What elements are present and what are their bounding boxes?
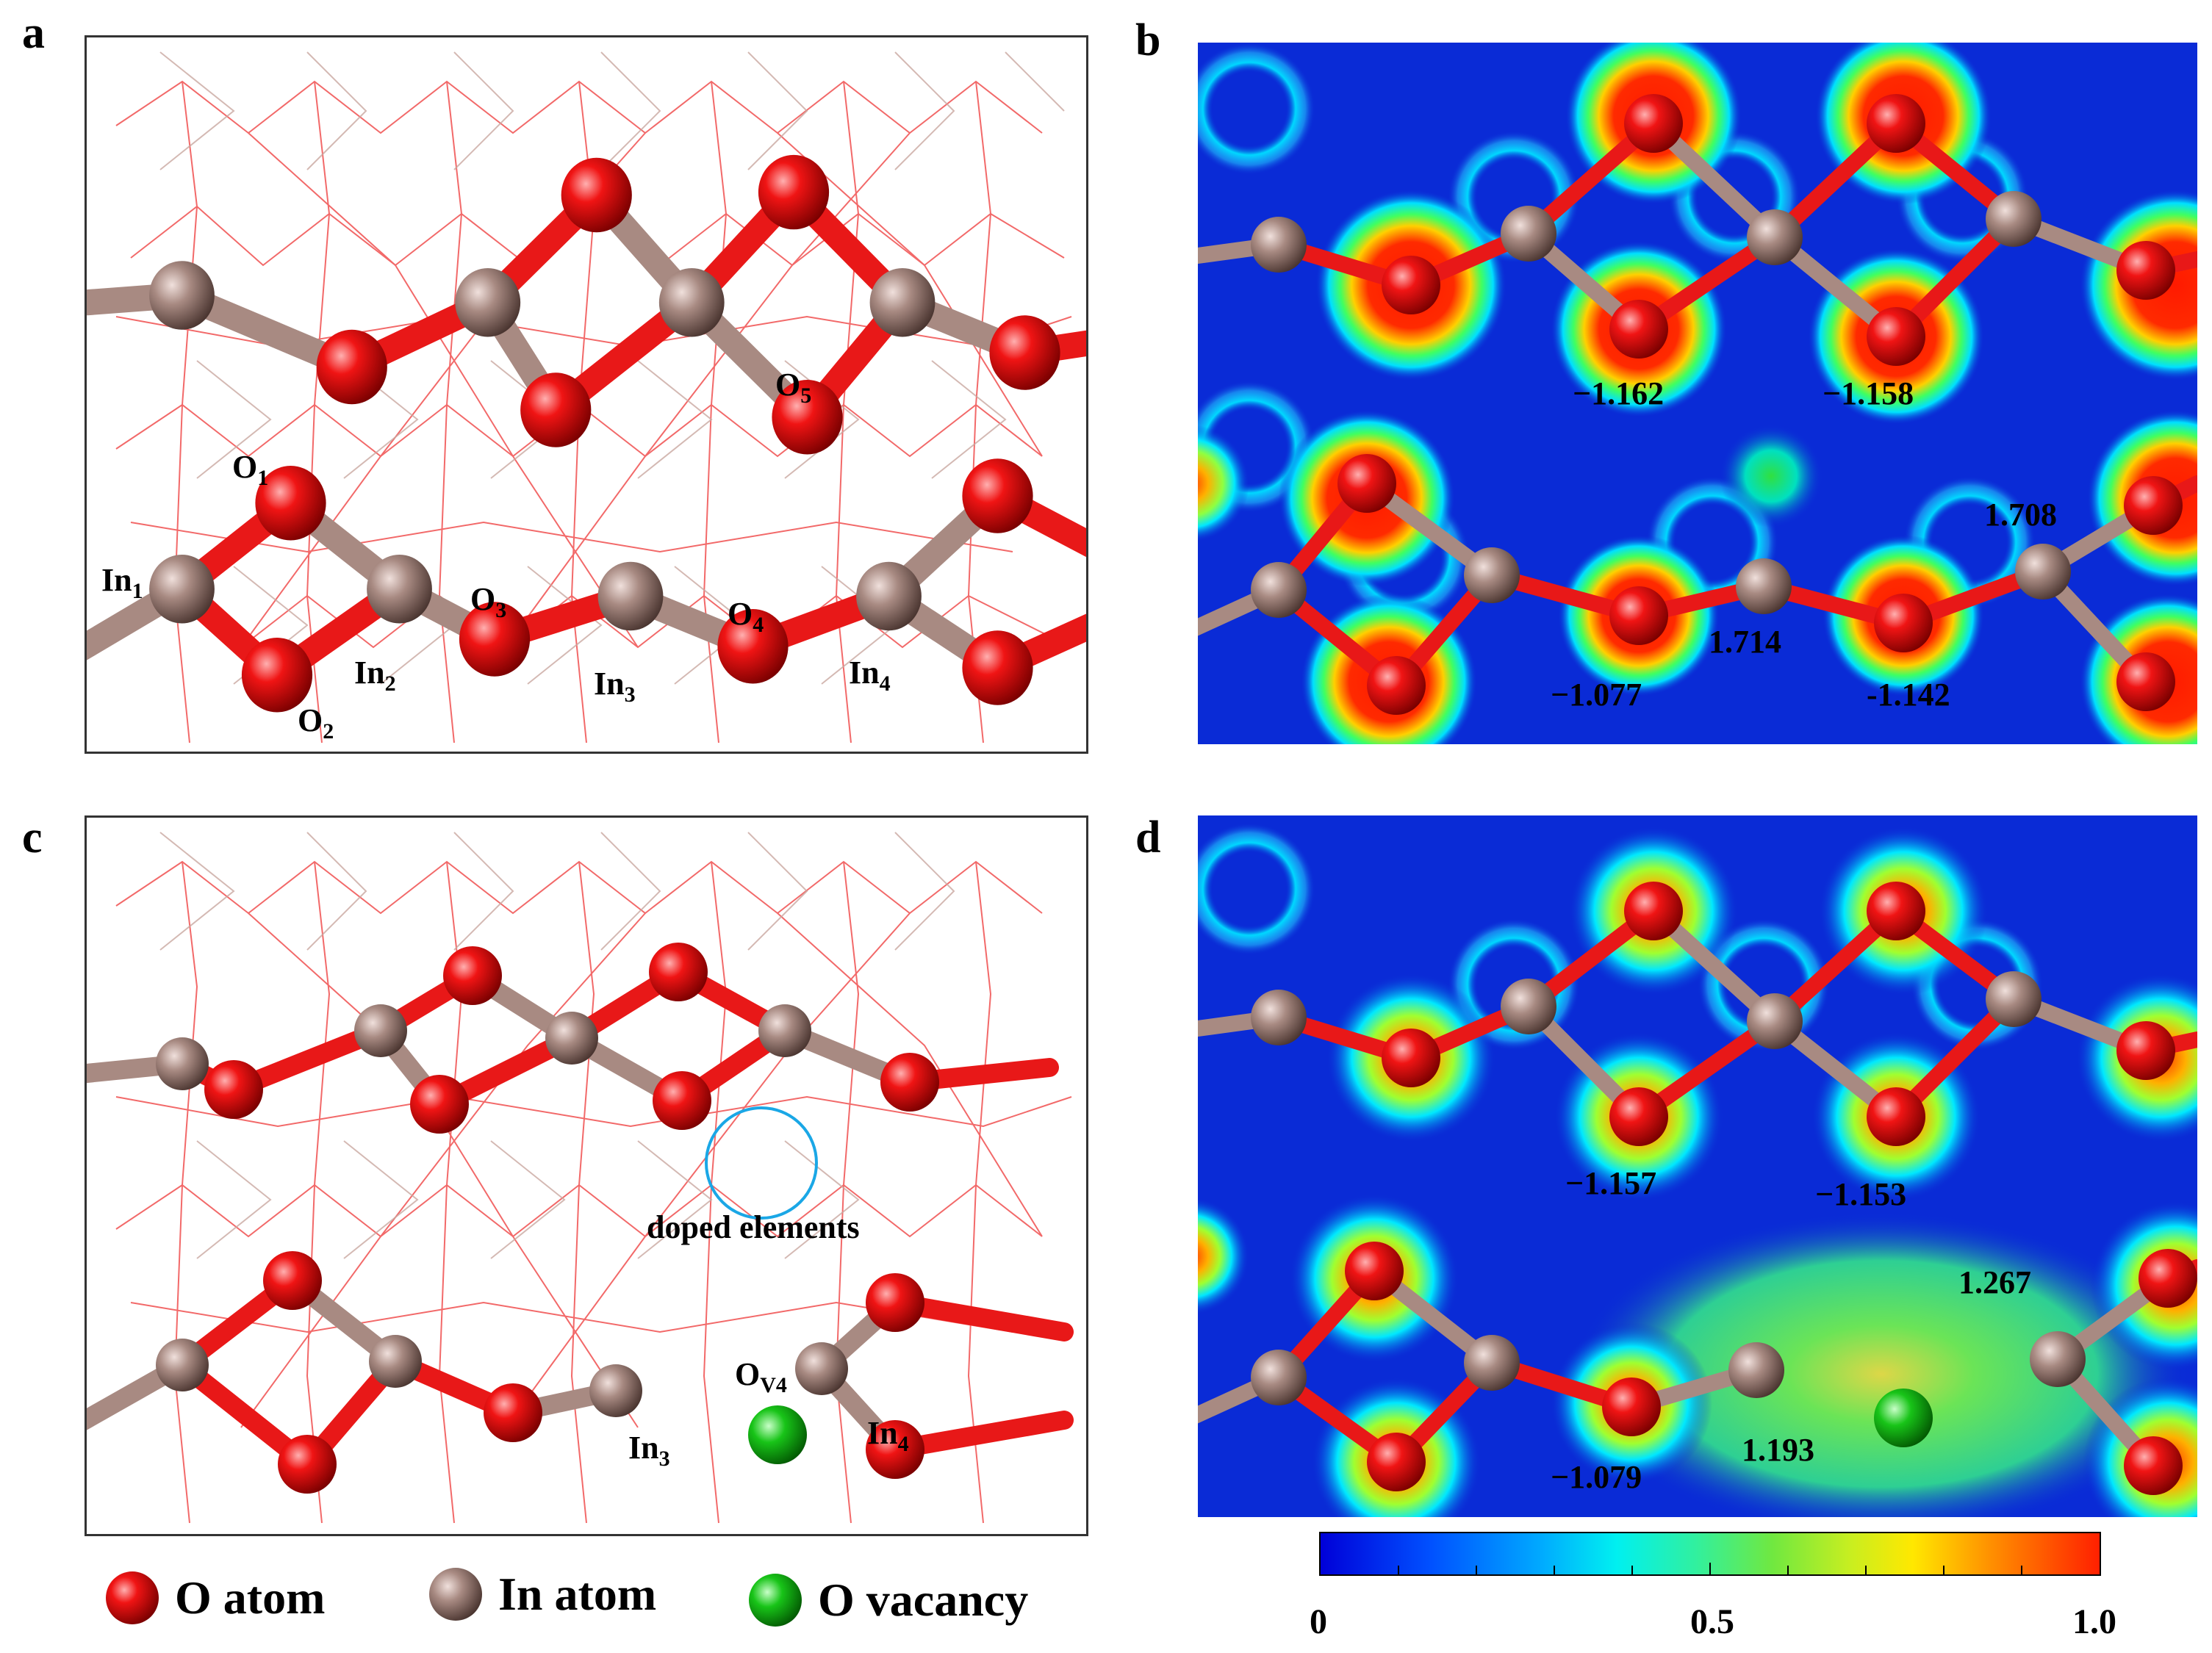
in-atom [658,267,725,337]
lower-chain-atoms [149,458,1033,713]
o-atom [241,638,313,713]
charge-b-top-left: −1.162 [1573,375,1665,411]
colorbar-ticks [1398,1563,2022,1574]
in-atom [149,554,215,624]
charge-d-bot-left: −1.079 [1551,1459,1642,1495]
panel-d-svg [1198,815,2197,1517]
vacancy-density-region [1573,1212,2190,1517]
legend-in-atom: In atom [426,1565,656,1624]
panel-a-svg [87,51,1086,743]
label-in2: In2 [354,655,396,696]
o-atom [989,315,1060,390]
legend-o-vacancy-label: O vacancy [818,1574,1029,1626]
panel-c-structure [85,815,1088,1536]
upper-chain-atoms [149,154,1060,455]
label-o4: O4 [728,596,764,637]
o-atom [316,329,387,405]
charge-b-bot-right: -1.142 [1867,677,1950,713]
legend-in-atom-label: In atom [498,1568,657,1620]
o-atom [520,372,592,447]
panel-b-svg [1198,43,2197,744]
o-vacancy-atom [748,1405,807,1464]
label-o5: O5 [775,367,812,408]
o-atom-icon [106,1571,159,1624]
legend-o-atom: O atom [103,1569,325,1627]
charge-b-mid: 1.714 [1709,624,1781,660]
panel-d-charge-map [1198,815,2197,1517]
legend-o-vacancy: O vacancy [746,1571,1028,1629]
o-atom [561,157,632,233]
o-atom [772,380,843,455]
wire-lattice [108,80,1072,743]
o-atom [255,466,326,541]
o-atom [758,154,830,230]
panel-b-charge-map [1198,43,2197,744]
atoms-c [156,943,939,1494]
charge-d-top-right: −1.153 [1815,1176,1907,1212]
in-atom [869,267,936,337]
doped-highlight-ring [705,1106,818,1220]
in-atom [597,561,664,631]
label-o2: O2 [298,702,334,743]
panel-letter-a: a [22,8,45,58]
panel-c-svg [87,832,1074,1524]
charge-b-right: 1.708 [1984,497,2057,533]
wire-lattice-c [115,860,1072,1524]
panel-letter-d: d [1135,813,1161,862]
o-atom [459,602,531,677]
charge-b-bot-left: −1.077 [1551,677,1642,713]
o-atom [962,458,1033,533]
charge-d-mid: 1.193 [1742,1432,1814,1468]
o-vacancy-atom [1874,1389,1933,1447]
o-atom [962,630,1033,705]
panel-a-structure [85,35,1088,754]
colorbar-tick-min: 0 [1310,1602,1327,1641]
charge-b-top-right: −1.158 [1823,375,1914,411]
label-o3: O3 [470,581,507,622]
label-c-ov4: OV4 [735,1356,787,1397]
label-in1: In1 [101,562,143,603]
in-atom-icon [429,1568,482,1621]
in-atom [455,267,521,337]
label-c-in3: In3 [628,1430,670,1471]
label-o1: O1 [232,449,269,490]
panel-letter-b: b [1135,15,1161,65]
in-atom [367,554,432,624]
panel-letter-c: c [22,813,43,862]
charge-d-top-left: −1.157 [1565,1165,1657,1201]
label-doped-elements: doped elements [647,1209,860,1245]
lower-chain-bonds [87,483,1086,688]
atoms-b [1251,94,2183,715]
label-in3: In3 [594,666,636,707]
charge-d-right: 1.267 [1958,1264,2031,1300]
in-atom [856,561,922,631]
atoms-d [1251,882,2197,1495]
wire-lattice-in-c [159,832,955,1259]
label-in4: In4 [849,655,891,696]
colorbar [1319,1532,2101,1576]
doped-atom [653,1071,711,1130]
legend-o-atom-label: O atom [175,1571,326,1624]
o-atom [717,609,789,684]
colorbar-tick-mid: 0.5 [1690,1602,1734,1641]
in-atom [149,261,215,330]
o-vacancy-icon [749,1574,802,1627]
density-blob [1720,425,1823,527]
colorbar-tick-max: 1.0 [2072,1602,2116,1641]
label-c-in4: In4 [867,1415,909,1456]
